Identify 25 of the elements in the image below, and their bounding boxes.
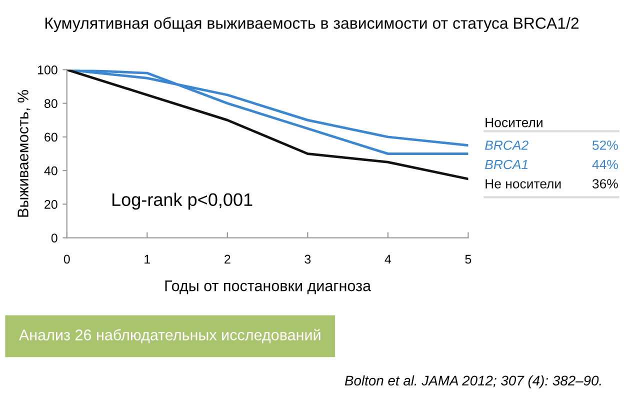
series-label: BRCA2 (485, 140, 528, 150)
text: 36% (592, 179, 618, 188)
y-tick-label: 100 (38, 66, 58, 74)
y-axis-title: Выживаемость, % (18, 90, 30, 217)
y-tick-label: 60 (44, 132, 58, 142)
chart-title: Кумулятивная общая выживаемость в зависимости от статуса BRCA1/2 (45, 16, 579, 32)
series-label: BRCA1 (485, 160, 528, 170)
x-axis-title: Годы от постановки диагноза (165, 280, 372, 294)
x-tick-label: 1 (144, 254, 150, 264)
text: 44% (592, 160, 618, 170)
text: Bolton et al. JAMA 2012; 307 (4): 382–90. (344, 375, 601, 388)
text: 52% (592, 140, 618, 150)
x-tick-label: 2 (224, 254, 230, 264)
y-tick-label: 20 (44, 200, 58, 209)
y-tick-label: 80 (44, 99, 58, 108)
y-tick-label: 40 (44, 166, 58, 176)
x-tick-label: 0 (64, 254, 70, 264)
legend-title: Носители (486, 118, 542, 128)
y-tick-label: 0 (51, 234, 58, 242)
x-tick-label: 4 (384, 254, 392, 264)
text: Анализ 26 наблюдательных исследований (18, 328, 320, 344)
series-label: Не носители (486, 179, 561, 188)
annotation: Log-rank p<0,001 (112, 192, 252, 210)
x-tick-label: 3 (304, 254, 311, 264)
x-tick-label: 5 (465, 254, 472, 264)
